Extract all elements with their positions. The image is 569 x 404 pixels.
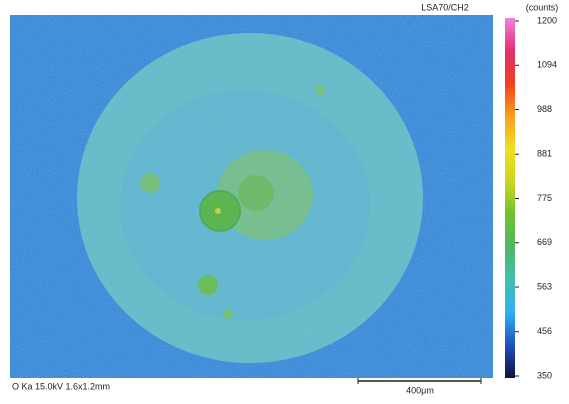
- tick-label: 456: [537, 326, 552, 336]
- scale-bar-label: 400μm: [406, 385, 434, 395]
- element-map: [10, 15, 493, 378]
- unit-label: (counts): [526, 2, 559, 12]
- tick-label: 1094: [537, 60, 557, 70]
- tick-label: 775: [537, 193, 552, 203]
- tick-label: 350: [537, 370, 552, 380]
- colorbar: [505, 18, 515, 378]
- channel-label: LSA70/CH2: [421, 2, 469, 12]
- tick-label: 881: [537, 149, 552, 159]
- tick-label: 563: [537, 281, 552, 291]
- tick-label: 1200: [537, 15, 557, 25]
- tick-label: 988: [537, 104, 552, 114]
- tick-label: 669: [537, 237, 552, 247]
- screen: LSA70/CH2 (counts) 350 456 563 669 775 881 988…: [0, 0, 569, 399]
- conditions: O Ka 15.0kV 1.6x1.2mm: [12, 381, 110, 391]
